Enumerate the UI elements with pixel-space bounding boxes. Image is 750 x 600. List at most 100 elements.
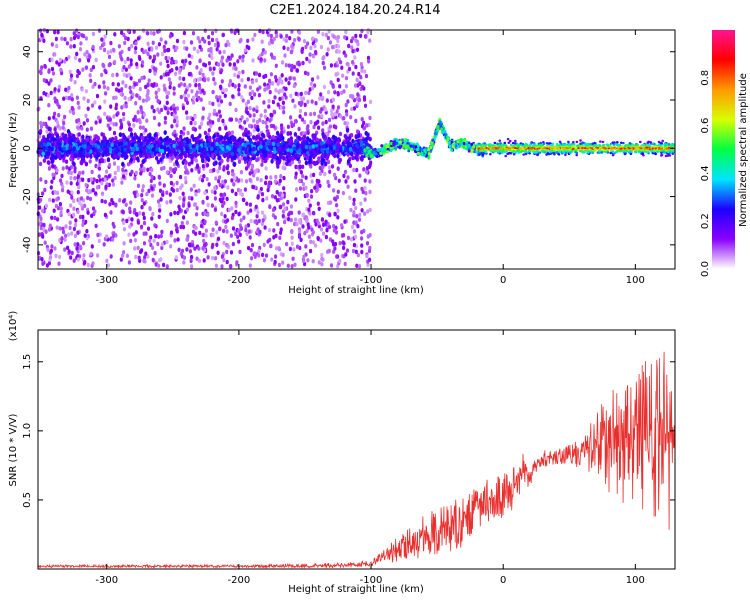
heatmap-cell-574 (127, 260, 131, 265)
heatmap-cell-1505 (215, 242, 219, 247)
heatmap-cell-550 (317, 260, 321, 265)
heatmap-cell-2017 (190, 196, 194, 201)
heatmap-cell-1015 (346, 121, 350, 126)
heatmap-cell-1352 (270, 194, 275, 199)
heatmap-cell-847 (222, 228, 226, 234)
heatmap-cell-2169 (174, 59, 178, 65)
heatmap-cell-3801 (148, 135, 152, 140)
heatmap-cell-2121 (221, 179, 225, 185)
heatmap-cell-329 (51, 198, 55, 203)
heatmap-cell-183 (253, 32, 257, 38)
heatmap-cell-660 (224, 43, 228, 48)
heatmap-cell-1200 (100, 132, 104, 137)
heatmap-cell-1671 (156, 199, 161, 204)
heatmap-cell-1554 (59, 206, 63, 211)
heatmap-cell-891 (210, 203, 214, 208)
heatmap-cell-1990 (157, 122, 161, 127)
heatmap-cell-1565 (190, 239, 195, 245)
heatmap-cell-1304 (156, 99, 160, 104)
heatmap-cell-1432 (182, 30, 186, 36)
heatmap-cell-2214 (203, 39, 207, 44)
heatmap-cell-867 (126, 162, 131, 167)
heatmap-cell-1697 (112, 130, 117, 136)
heatmap-cell-2413 (134, 46, 138, 51)
heatmap-cell-545 (268, 118, 272, 123)
heatmap-cell-1580 (69, 37, 73, 42)
heatmap-cell-388 (69, 170, 73, 176)
heatmap-cell-10 (222, 49, 226, 55)
heatmap-cell-1562 (164, 40, 168, 45)
heatmap-cell-1127 (92, 177, 96, 182)
heatmap-cell-705 (163, 115, 167, 121)
heatmap-cell-2206 (263, 58, 267, 63)
heatmap-cell-2552 (97, 174, 101, 179)
heatmap-cell-530 (86, 195, 90, 201)
heatmap-cell-2198 (175, 66, 179, 71)
heatmap-cell-2031 (85, 188, 89, 193)
heatmap-cell-2200 (279, 105, 283, 111)
heatmap-cell-2042 (329, 80, 333, 85)
heatmap-cell-2555 (69, 175, 73, 181)
heatmap-cell-2571 (305, 126, 309, 131)
heatmap-cell-1798 (206, 77, 210, 82)
heatmap-cell-2294 (218, 95, 222, 100)
heatmap-cell-2027 (351, 36, 355, 41)
heatmap-cell-1031 (134, 230, 138, 235)
heatmap-cell-2100 (312, 111, 317, 117)
heatmap-cell-2505 (177, 247, 181, 252)
heatmap-cell-1196 (49, 185, 53, 190)
heatmap-cell-563 (306, 99, 310, 105)
heatmap-cell-2287 (241, 54, 245, 59)
heatmap-cell-2208 (61, 229, 66, 235)
heatmap-cell-1091 (179, 224, 183, 230)
heatmap-cell-2207 (93, 81, 97, 87)
heatmap-cell-1776 (327, 117, 332, 123)
heatmap-cell-509 (312, 172, 316, 178)
heatmap-cell-2215 (333, 246, 337, 251)
heatmap-cell-1257 (279, 174, 283, 179)
heatmap-cell-1700 (354, 205, 358, 211)
heatmap-cell-1258 (220, 211, 224, 217)
heatmap-cell-1202 (283, 92, 287, 97)
heatmap-cell-4888 (304, 144, 309, 150)
heatmap-cell-4876 (285, 144, 289, 149)
heatmap-cell-2163 (39, 216, 43, 221)
heatmap-cell-394 (304, 90, 308, 96)
heatmap-cell-407 (362, 120, 366, 126)
heatmap-cell-1928 (303, 231, 307, 236)
heatmap-cell-654 (295, 244, 300, 249)
heatmap-cell-1164 (306, 71, 310, 77)
heatmap-cell-2323 (248, 235, 252, 240)
heatmap-cell-2471 (63, 237, 67, 242)
heatmap-cell-3628 (47, 126, 51, 132)
heatmap-cell-842 (168, 34, 172, 39)
heatmap-cell-709 (196, 36, 200, 41)
heatmap-cell-3346 (198, 133, 202, 139)
heatmap-cell-1607 (38, 205, 42, 210)
heatmap-cell-2038 (252, 173, 256, 178)
heatmap-cell-911 (301, 164, 305, 169)
heatmap-cell-2361 (312, 54, 316, 59)
heatmap-cell-1490 (225, 229, 229, 234)
heatmap-cell-3956 (175, 155, 180, 161)
heatmap-cell-2275 (142, 231, 146, 236)
heatmap-cell-2545 (269, 243, 273, 249)
heatmap-cell-3960 (190, 154, 194, 160)
heatmap-cell-2346 (112, 114, 116, 119)
heatmap-cell-2018 (336, 44, 340, 49)
heatmap-cell-1269 (247, 245, 251, 251)
heatmap-cell-2203 (220, 79, 224, 84)
heatmap-cell-2318 (190, 264, 194, 269)
heatmap-cell-1719 (194, 225, 198, 231)
heatmap-cell-1032 (293, 221, 297, 227)
heatmap-cell-3369 (38, 128, 43, 134)
heatmap-cell-2338 (229, 117, 233, 122)
heatmap-cell-3805 (345, 127, 350, 133)
heatmap-cell-1774 (72, 198, 76, 204)
heatmap-cell-1028 (363, 69, 367, 74)
heatmap-cell-1986 (325, 52, 329, 57)
heatmap-cell-350 (360, 65, 364, 70)
heatmap-cell-1981 (140, 63, 144, 68)
heatmap-cell-1301 (129, 200, 133, 205)
heatmap-cell-2580 (351, 49, 355, 54)
